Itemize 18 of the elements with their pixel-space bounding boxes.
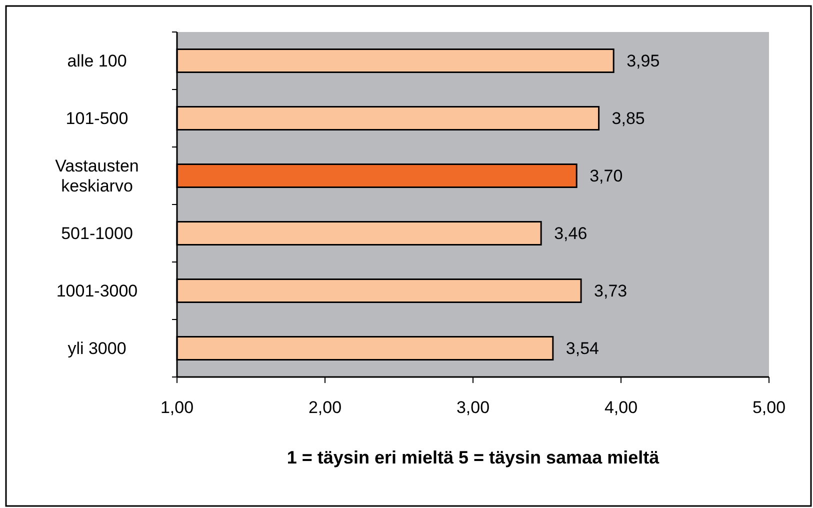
y-tick-label: yli 3000	[68, 339, 126, 358]
y-tick-label: 501-1000	[61, 224, 133, 244]
x-tick-label: 5,00	[752, 398, 786, 417]
data-label: 3,85	[612, 109, 645, 128]
data-label: 3,95	[626, 52, 660, 71]
x-tick-label: 2,00	[308, 398, 342, 417]
data-label: 3,70	[590, 166, 623, 186]
y-tick-label: alle 100	[67, 52, 127, 71]
data-label: 3,46	[554, 224, 588, 244]
x-tick-label: 1,00	[160, 398, 194, 417]
y-tick-label: 101-500	[66, 109, 128, 128]
x-axis-title: 1 = täysin eri mieltä 5 = täysin samaa mieltä	[286, 447, 660, 468]
data-label: 3,73	[594, 282, 628, 301]
y-tick-label: Vastausten keskiarvo	[55, 156, 139, 196]
x-tick-label: 4,00	[604, 398, 638, 417]
y-tick-label: 1001-3000	[56, 282, 138, 301]
x-tick-label: 3,00	[456, 398, 490, 417]
data-label: 3,54	[566, 339, 600, 358]
